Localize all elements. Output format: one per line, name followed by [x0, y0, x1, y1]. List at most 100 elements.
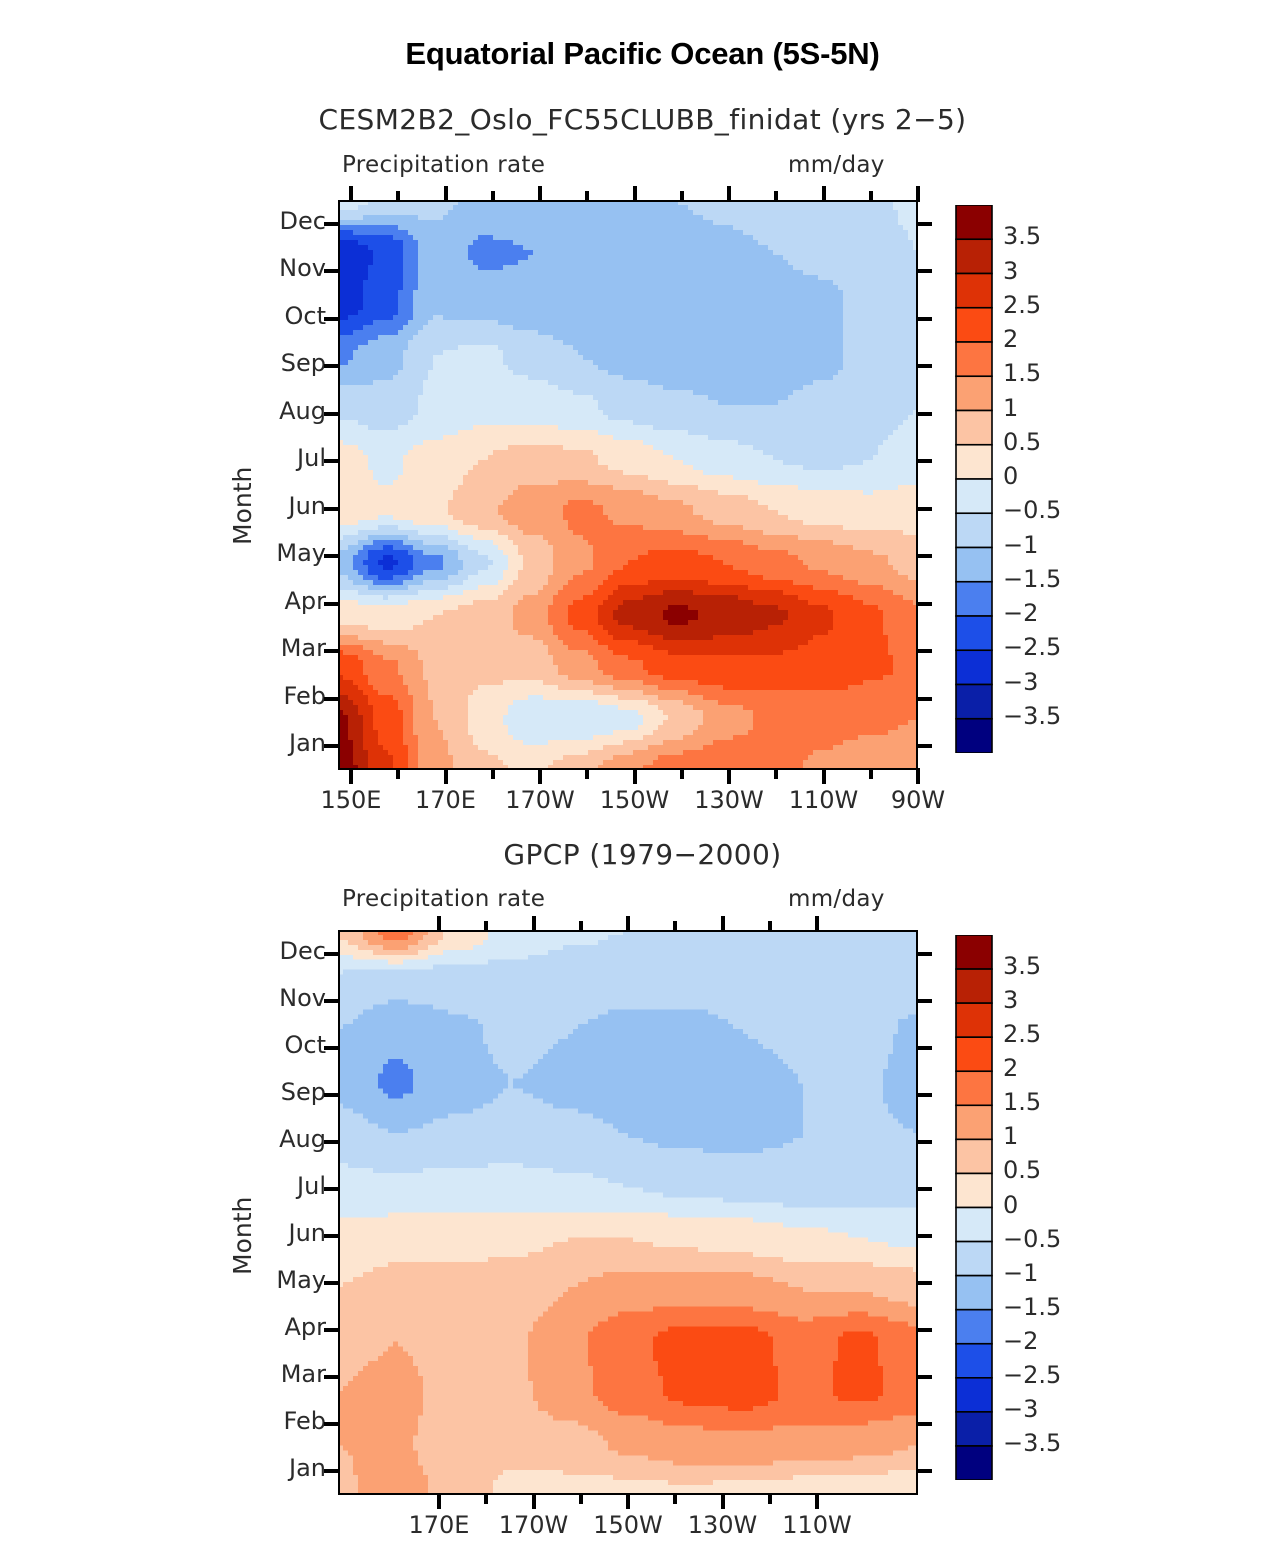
month-tick-label: Dec — [279, 936, 326, 965]
y-tick-mark — [324, 1092, 340, 1097]
month-tick-label: Jan — [289, 1454, 326, 1483]
colorbar-tick-label: 2 — [1003, 1054, 1019, 1083]
x-minor-tick-mark — [484, 1493, 489, 1504]
x-tick-mark — [916, 186, 920, 202]
x-minor-tick-mark — [490, 768, 495, 779]
x-minor-tick-mark — [396, 768, 401, 779]
longitude-tick-label: 90W — [890, 786, 946, 814]
month-tick-label: Apr — [284, 586, 326, 615]
y-tick-mark — [324, 1469, 340, 1474]
y-tick-mark — [324, 411, 340, 416]
y-tick-mark — [324, 269, 340, 274]
y-tick-mark — [916, 506, 932, 511]
x-minor-tick-mark — [767, 1493, 772, 1504]
month-tick-label: Nov — [279, 983, 326, 1012]
colorbar-tick-label: −1 — [1003, 530, 1039, 559]
x-tick-mark — [531, 1493, 536, 1509]
x-tick-mark — [815, 1493, 819, 1509]
month-tick-label: May — [276, 1266, 326, 1295]
colorbar-tick-label: −1.5 — [1003, 1292, 1062, 1321]
month-tick-label: Aug — [279, 1124, 326, 1153]
x-minor-tick-mark — [578, 921, 583, 932]
y-tick-mark — [324, 459, 340, 464]
longitude-tick-label: 110W — [782, 1511, 852, 1539]
y-tick-mark — [916, 951, 932, 956]
y-tick-mark — [916, 998, 932, 1003]
month-tick-label: Apr — [284, 1313, 326, 1342]
colorbar-tick-label: −2 — [1003, 599, 1039, 627]
panel-1-colorbar — [955, 205, 993, 753]
colorbar-tick-label: −2.5 — [1003, 633, 1062, 662]
x-tick-mark — [443, 768, 448, 784]
y-tick-mark — [916, 1139, 932, 1144]
y-tick-mark — [916, 1186, 932, 1191]
x-minor-tick-mark — [484, 921, 489, 932]
colorbar-tick-label: 3 — [1003, 986, 1019, 1015]
y-tick-mark — [324, 1422, 340, 1427]
x-tick-mark — [349, 768, 353, 784]
y-tick-mark — [324, 1328, 340, 1333]
y-tick-mark — [324, 364, 340, 369]
colorbar-tick-label: 0.5 — [1003, 427, 1042, 456]
x-minor-tick-mark — [396, 191, 401, 202]
x-minor-tick-mark — [767, 921, 772, 932]
y-tick-mark — [324, 744, 340, 749]
x-tick-mark — [626, 916, 630, 932]
y-tick-mark — [916, 649, 932, 654]
colorbar-tick-label: −0.5 — [1003, 1224, 1062, 1253]
longitude-tick-label: 170W — [505, 786, 575, 814]
colorbar-tick-label: −1 — [1003, 1258, 1039, 1287]
y-tick-mark — [916, 696, 932, 701]
y-tick-mark — [324, 601, 340, 606]
y-tick-mark — [916, 1092, 932, 1097]
longitude-tick-label: 150W — [593, 1511, 663, 1539]
x-tick-mark — [727, 768, 731, 784]
month-tick-label: Oct — [284, 301, 327, 330]
y-tick-mark — [916, 1375, 932, 1380]
panel-1-units-label: mm/day — [788, 152, 885, 178]
x-minor-tick-mark — [578, 1493, 583, 1504]
colorbar-tick-label: 2.5 — [1003, 290, 1042, 319]
panel-1-plot-area — [338, 200, 918, 770]
y-tick-mark — [916, 554, 932, 559]
x-tick-mark — [727, 186, 731, 202]
longitude-tick-label: 170E — [408, 1511, 470, 1539]
y-tick-mark — [324, 1139, 340, 1144]
panel-2-colorbar — [955, 935, 993, 1480]
x-minor-tick-mark — [868, 768, 873, 779]
x-minor-tick-mark — [673, 1493, 678, 1504]
y-tick-mark — [916, 1045, 932, 1050]
colorbar-tick-label: 1 — [1003, 393, 1019, 422]
longitude-tick-label: 150W — [599, 786, 670, 814]
y-tick-mark — [916, 1328, 932, 1333]
y-tick-mark — [324, 1234, 340, 1239]
y-tick-mark — [916, 1422, 932, 1427]
x-tick-mark — [538, 768, 542, 784]
panel-2-units-label: mm/day — [788, 886, 885, 912]
colorbar-tick-label: −3 — [1003, 1394, 1039, 1423]
colorbar-tick-label: −2 — [1003, 1326, 1039, 1355]
x-tick-mark — [632, 768, 637, 784]
colorbar-tick-label: 3.5 — [1003, 222, 1042, 251]
y-tick-mark — [324, 554, 340, 559]
panel-1-title: CESM2B2_Oslo_FC55CLUBB_finidat (yrs 2−5) — [318, 103, 967, 136]
y-tick-mark — [324, 1281, 340, 1286]
longitude-tick-label: 110W — [788, 786, 859, 814]
longitude-tick-label: 170W — [498, 1511, 569, 1539]
y-tick-mark — [916, 364, 932, 369]
x-tick-mark — [821, 768, 826, 784]
colorbar-tick-label: 2.5 — [1003, 1020, 1042, 1049]
x-minor-tick-mark — [585, 768, 590, 779]
month-tick-label: Feb — [283, 681, 327, 710]
x-minor-tick-mark — [673, 921, 678, 932]
y-tick-mark — [916, 1281, 932, 1286]
colorbar-tick-label: 1.5 — [1003, 1088, 1042, 1117]
panel-2-plot-area — [338, 930, 918, 1495]
y-tick-mark — [916, 744, 932, 749]
longitude-tick-label: 170E — [415, 786, 476, 814]
month-tick-label: Mar — [280, 634, 326, 663]
x-tick-mark — [443, 186, 448, 202]
colorbar-tick-label: −3.5 — [1003, 1428, 1062, 1457]
x-minor-tick-mark — [774, 768, 779, 779]
colorbar-tick-label: 1 — [1003, 1122, 1019, 1151]
